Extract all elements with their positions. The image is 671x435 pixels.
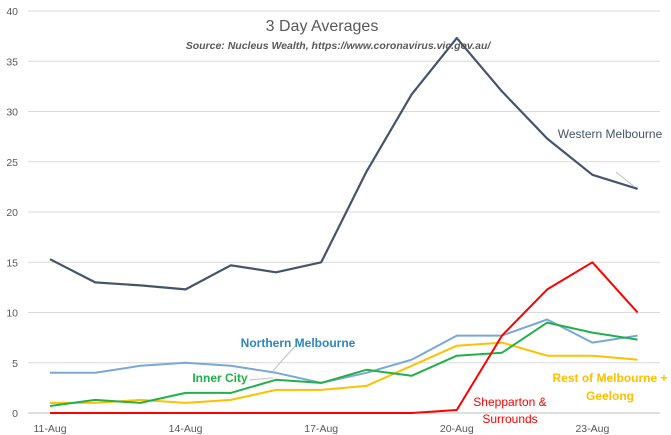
series-label-line: Surrounds bbox=[482, 412, 537, 426]
y-tick-label: 40 bbox=[6, 6, 18, 18]
series-label-line: Rest of Melbourne + bbox=[552, 371, 667, 385]
y-tick-label: 35 bbox=[6, 56, 18, 68]
series-label: Western Melbourne bbox=[558, 127, 663, 141]
series-line-rest-of-melbourne-geelong bbox=[50, 341, 638, 404]
label-leader-lines bbox=[248, 171, 635, 381]
series-label: Inner City bbox=[192, 371, 248, 385]
y-tick-label: 25 bbox=[6, 157, 18, 169]
y-tick-label: 30 bbox=[6, 107, 18, 119]
series-line-northern-melbourne bbox=[50, 318, 638, 384]
x-tick-label: 20-Aug bbox=[440, 423, 474, 435]
x-tick-label: 14-Aug bbox=[169, 423, 203, 435]
y-axis-ticks: 0 5 10 15 20 25 30 35 40 bbox=[6, 6, 18, 420]
y-tick-label: 0 bbox=[12, 408, 18, 420]
series-label-line: Shepparton & bbox=[473, 395, 546, 409]
series-label-line: Northern Melbourne bbox=[241, 336, 356, 350]
series-label-line: Western Melbourne bbox=[558, 127, 663, 141]
series-line-inner-city bbox=[49, 321, 638, 407]
series-label: Northern Melbourne bbox=[241, 336, 356, 350]
y-tick-label: 10 bbox=[6, 308, 18, 320]
series-label-line: Inner City bbox=[192, 371, 248, 385]
leader-line bbox=[615, 171, 635, 188]
series-line-western-melbourne bbox=[49, 36, 638, 291]
x-tick-label: 17-Aug bbox=[304, 423, 338, 435]
y-tick-label: 5 bbox=[12, 358, 18, 370]
series-lines bbox=[49, 36, 639, 414]
x-tick-label: 23-Aug bbox=[575, 423, 609, 435]
x-axis-ticks: 11-Aug 14-Aug 17-Aug 20-Aug 23-Aug bbox=[33, 423, 609, 435]
leader-line bbox=[272, 344, 297, 372]
y-tick-label: 20 bbox=[6, 207, 18, 219]
y-tick-label: 15 bbox=[6, 257, 18, 269]
series-labels: Western Melbourne Northern Melbourne Inner… bbox=[192, 127, 667, 426]
x-tick-label: 11-Aug bbox=[33, 423, 66, 435]
series-label: Rest of Melbourne + Geelong bbox=[552, 371, 667, 403]
leader-line bbox=[248, 377, 274, 381]
series-label-line: Geelong bbox=[586, 389, 634, 403]
series-label: Shepparton & Surrounds bbox=[473, 395, 546, 426]
grid bbox=[28, 10, 660, 414]
chart-subtitle: Source: Nucleus Wealth, https://www.coro… bbox=[186, 40, 492, 52]
series-line-shepparton-surrounds bbox=[50, 261, 639, 414]
chart-title: 3 Day Averages bbox=[266, 18, 379, 35]
